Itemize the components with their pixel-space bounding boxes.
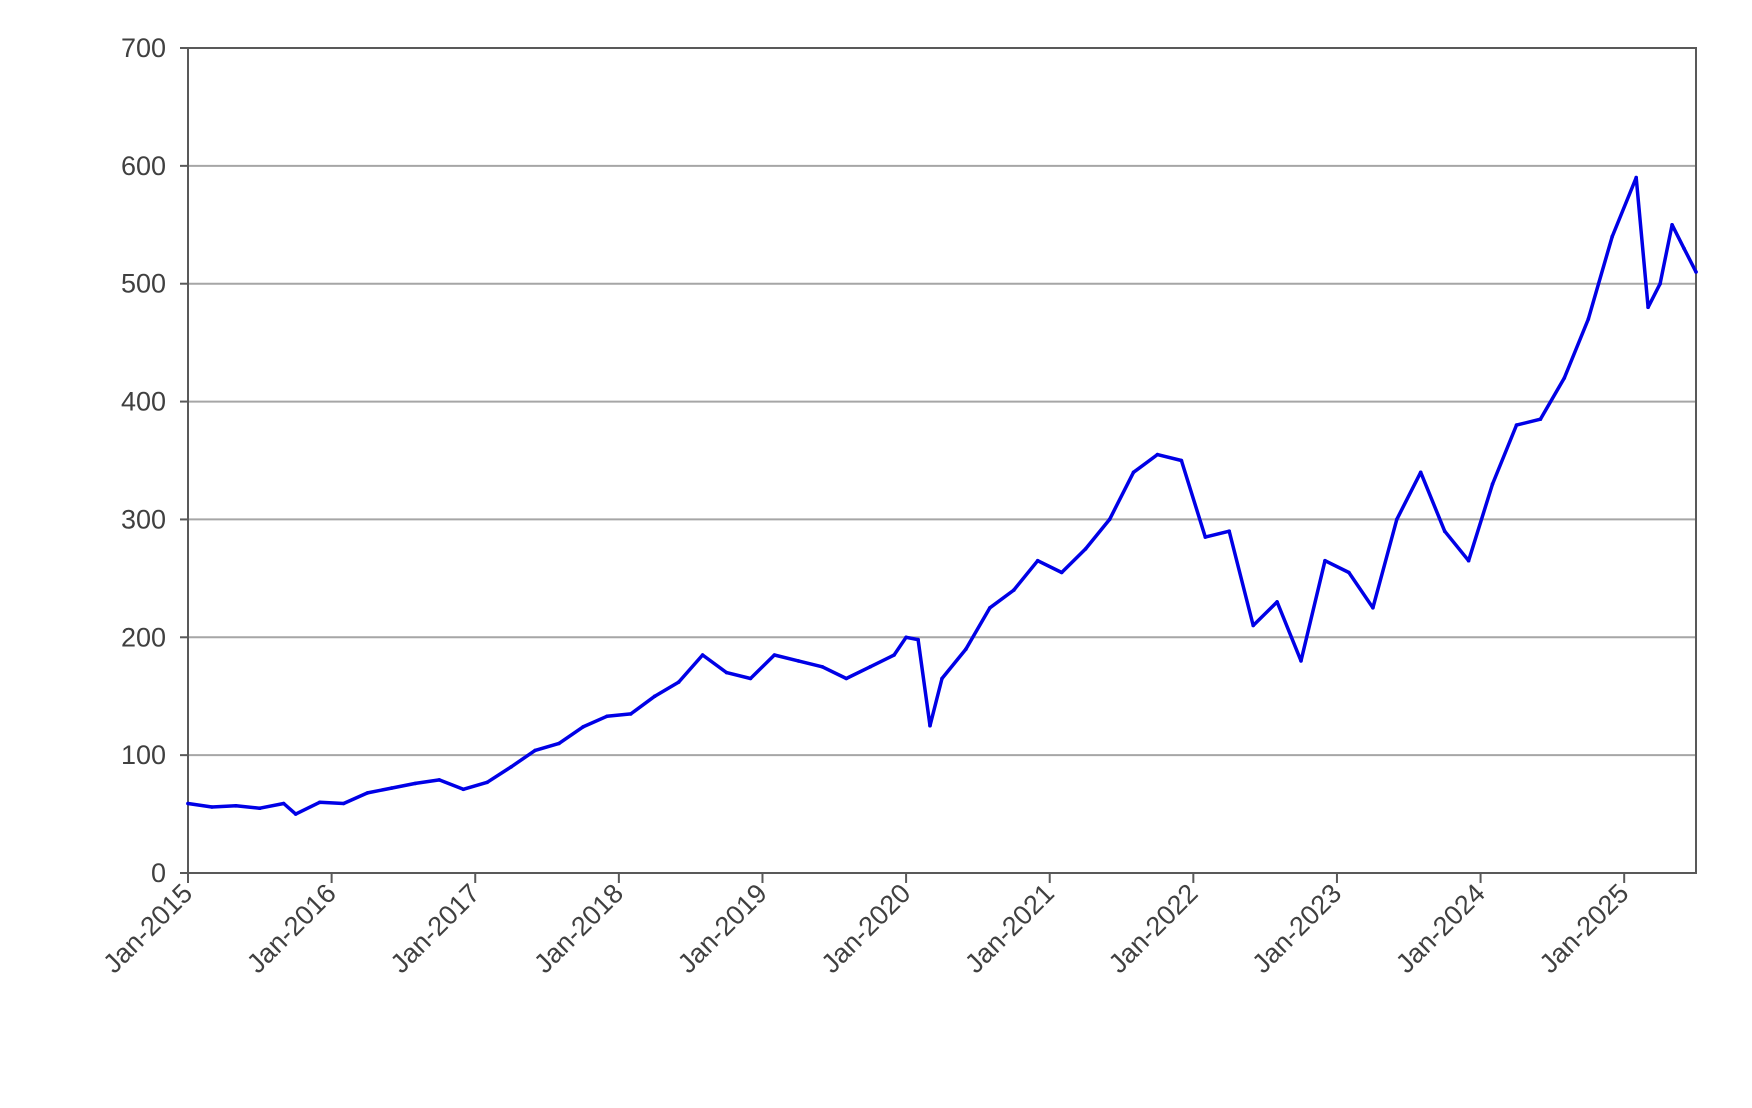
data-point [1371,606,1375,610]
data-point [1466,558,1471,563]
data-point [1035,558,1040,563]
data-point [796,659,801,663]
data-point [1155,452,1160,457]
data-point [533,748,537,753]
data-point [904,635,908,640]
data-point [1131,470,1136,475]
data-point [1347,570,1351,575]
y-tick-label: 0 [151,858,166,888]
y-tick-label: 100 [121,740,166,770]
data-point [1059,570,1064,575]
y-tick-label: 400 [121,387,166,417]
data-point [1251,623,1255,628]
data-point [485,780,490,785]
data-point [1562,376,1567,380]
data-point [365,791,370,795]
data-point [844,676,849,681]
data-point [964,647,968,651]
data-point [1514,423,1519,427]
data-point [1203,535,1208,539]
y-tick-label: 200 [121,622,166,652]
axes [180,47,1697,883]
data-point [629,712,633,716]
x-tick-label: Jan-2015 [97,878,198,979]
x-tick-label: Jan-2018 [528,878,629,979]
data-point [210,805,214,809]
data-point [928,723,932,728]
data-point [1323,558,1327,563]
data-point [1275,600,1279,604]
data-point [1227,529,1231,533]
gridlines [188,47,1696,757]
x-tick-label: Jan-2023 [1246,878,1347,979]
data-point [293,812,298,816]
data-point [1418,470,1423,475]
x-tick-label: Jan-2019 [672,878,773,979]
x-tick-label: Jan-2017 [385,878,486,979]
data-point [1610,234,1614,239]
data-point [1179,458,1184,463]
data-point [653,694,657,698]
plot-area-border [187,47,1697,874]
y-tick-label: 300 [121,504,166,534]
data-point [916,637,920,642]
data-point [1586,317,1591,321]
data-point [1670,223,1674,227]
data-point [234,804,238,808]
data-point [509,765,513,769]
data-point [317,800,322,805]
x-tick-label: Jan-2024 [1390,878,1491,979]
data-point [1538,417,1543,422]
data-point [1012,588,1016,592]
data-point [1646,305,1650,310]
y-tick-label: 500 [121,269,166,299]
data-point [748,676,753,681]
data-point [940,676,944,681]
data-point [341,801,346,806]
data-point [724,670,729,675]
x-tick-label: Jan-2021 [959,878,1060,979]
y-tick-label: 600 [121,151,166,181]
data-point [988,606,992,610]
data-point [1107,517,1112,522]
y-tick-labels: 0 100 200 300 400 500 600 700 [121,33,166,888]
data-point [1490,482,1495,486]
data-point [892,653,896,657]
data-point [820,665,825,669]
data-point [437,778,442,782]
data-point [1634,175,1638,180]
x-tick-label: Jan-2022 [1103,878,1204,979]
data-point [258,806,262,810]
series-line [186,175,1698,816]
data-point [1694,270,1698,274]
data-point [389,786,394,790]
data-point [1682,246,1686,251]
x-tick-label: Jan-2025 [1534,878,1635,979]
data-point [1658,281,1662,286]
data-point [676,680,681,684]
x-tick-label: Jan-2020 [816,878,917,979]
data-point [1299,659,1303,663]
data-point [772,653,777,657]
data-point [1395,517,1399,522]
series-layer [186,175,1698,816]
y-tick-label: 700 [121,33,166,63]
data-point [186,801,190,806]
data-point [281,801,286,806]
x-tick-label: Jan-2016 [241,878,342,979]
data-point [1442,529,1447,533]
data-point [1083,547,1088,551]
data-point [413,781,418,786]
x-tick-labels: Jan-2015 Jan-2016 Jan-2017 Jan-2018 Jan-2019… [97,878,1634,979]
data-point [700,653,705,657]
data-point [605,714,609,719]
data-point [557,741,561,746]
data-point [581,725,585,729]
data-point [868,665,872,669]
data-point [461,787,466,792]
